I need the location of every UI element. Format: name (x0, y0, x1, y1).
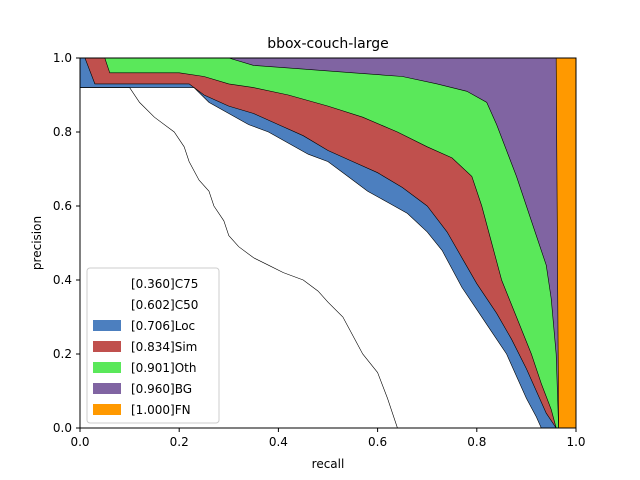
boundary-line-0 (80, 87, 398, 429)
legend-swatch-0 (93, 278, 121, 289)
x-axis-label: recall (312, 457, 345, 471)
legend-swatch-2 (93, 320, 121, 331)
legend-label-3: [0.834]Sim (131, 340, 197, 354)
area-6 (556, 58, 576, 428)
y-tick-label-3: 0.6 (53, 199, 72, 213)
x-tick-label-4: 0.8 (467, 435, 486, 449)
y-tick-label-5: 1.0 (53, 51, 72, 65)
legend-swatch-4 (93, 362, 121, 373)
x-tick-label-2: 0.4 (269, 435, 288, 449)
y-tick-label-0: 0.0 (53, 421, 72, 435)
legend-label-2: [0.706]Loc (131, 319, 195, 333)
boundary-line-2 (80, 57, 557, 429)
y-axis-ticks: 0.0 0.2 0.4 0.6 0.8 1.0 (53, 51, 80, 435)
y-tick-label-2: 0.4 (53, 273, 72, 287)
legend-swatch-1 (93, 299, 121, 310)
legend-swatch-3 (93, 341, 121, 352)
plot-frame (79, 57, 577, 429)
legend-label-5: [0.960]BG (131, 382, 192, 396)
boundary-line-1 (80, 87, 542, 429)
x-tick-label-3: 0.6 (368, 435, 387, 449)
legend-label-0: [0.360]C75 (131, 277, 198, 291)
x-tick-label-0: 0.0 (70, 435, 89, 449)
y-axis-label: precision (30, 216, 44, 270)
y-tick-label-4: 0.8 (53, 125, 72, 139)
legend: [0.360]C75 [0.602]C50 [0.706]Loc [0.834]Sim… (86, 267, 220, 424)
x-tick-label-1: 0.2 (170, 435, 189, 449)
legend-swatch-6 (93, 404, 121, 415)
y-tick-label-1: 0.2 (53, 347, 72, 361)
x-tick-label-5: 1.0 (566, 435, 585, 449)
legend-swatch-5 (93, 383, 121, 394)
chart-title: bbox-couch-large (267, 36, 388, 52)
legend-label-1: [0.602]C50 (131, 298, 198, 312)
boundary-line-4 (80, 57, 559, 429)
x-axis-ticks: 0.0 0.2 0.4 0.6 0.8 1.0 (70, 428, 586, 449)
legend-label-4: [0.901]Oth (131, 361, 196, 375)
boundary-line-3 (80, 57, 557, 429)
legend-label-6: [1.000]FN (131, 403, 191, 417)
